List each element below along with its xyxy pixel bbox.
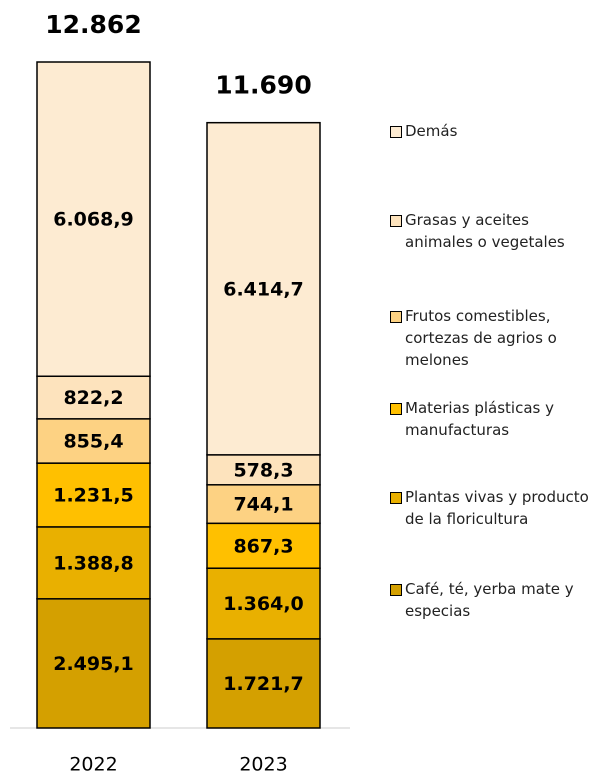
legend-swatch — [390, 126, 402, 138]
legend-entry: Demás — [390, 120, 589, 142]
legend-label: Café, té, yerba mate y especias — [405, 580, 574, 620]
legend-entry: Plantas vivas y productos de la floricul… — [390, 486, 589, 530]
legend-entry: Grasas y aceites animales o vegetales — [390, 209, 589, 253]
value-label: 1.721,7 — [223, 673, 304, 695]
total-label: 12.862 — [45, 10, 141, 39]
bar-segment — [206, 121, 321, 456]
legend-label: Materias plásticas y manufacturas — [405, 399, 554, 439]
value-label: 1.364,0 — [223, 593, 304, 615]
legend-swatch — [390, 311, 402, 323]
bar-segment — [206, 567, 321, 640]
value-label: 6.068,9 — [53, 209, 134, 231]
legend-swatch — [390, 215, 402, 227]
legend-swatch — [390, 492, 402, 504]
x-tick-label: 2023 — [239, 754, 287, 774]
value-label: 6.414,7 — [223, 278, 304, 300]
bar-segment — [36, 418, 151, 464]
value-label: 578,3 — [233, 459, 293, 481]
value-label: 2.495,1 — [53, 653, 134, 675]
legend-entry: Materias plásticas y manufacturas — [390, 397, 589, 441]
bar-segment — [36, 526, 151, 600]
value-label: 822,2 — [63, 387, 123, 409]
legend-label: Frutos comestibles, cortezas de agrios o… — [405, 307, 557, 369]
legend-swatch — [390, 403, 402, 415]
bar-segment — [36, 375, 151, 420]
bar-segment — [206, 522, 321, 569]
bar-segment — [36, 61, 151, 378]
value-label: 867,3 — [233, 535, 293, 557]
legend-label: Plantas vivas y productos de la floricul… — [405, 488, 589, 528]
bar-segment — [206, 638, 321, 729]
bar-segment — [36, 598, 151, 729]
value-label: 1.388,8 — [53, 552, 134, 574]
legend-label: Demás — [405, 122, 458, 140]
bar-segment — [206, 484, 321, 525]
value-label: 1.231,5 — [53, 485, 134, 507]
x-tick-label: 2022 — [69, 754, 117, 774]
value-label: 855,4 — [63, 430, 123, 452]
legend-entry: Frutos comestibles, cortezas de agrios o… — [390, 305, 589, 371]
bar-segment — [206, 454, 321, 486]
value-label: 744,1 — [233, 494, 293, 516]
legend-label: Grasas y aceites animales o vegetales — [405, 211, 565, 251]
legend-swatch — [390, 584, 402, 596]
total-label: 11.690 — [215, 71, 311, 100]
legend-entry: Café, té, yerba mate y especias — [390, 578, 589, 622]
